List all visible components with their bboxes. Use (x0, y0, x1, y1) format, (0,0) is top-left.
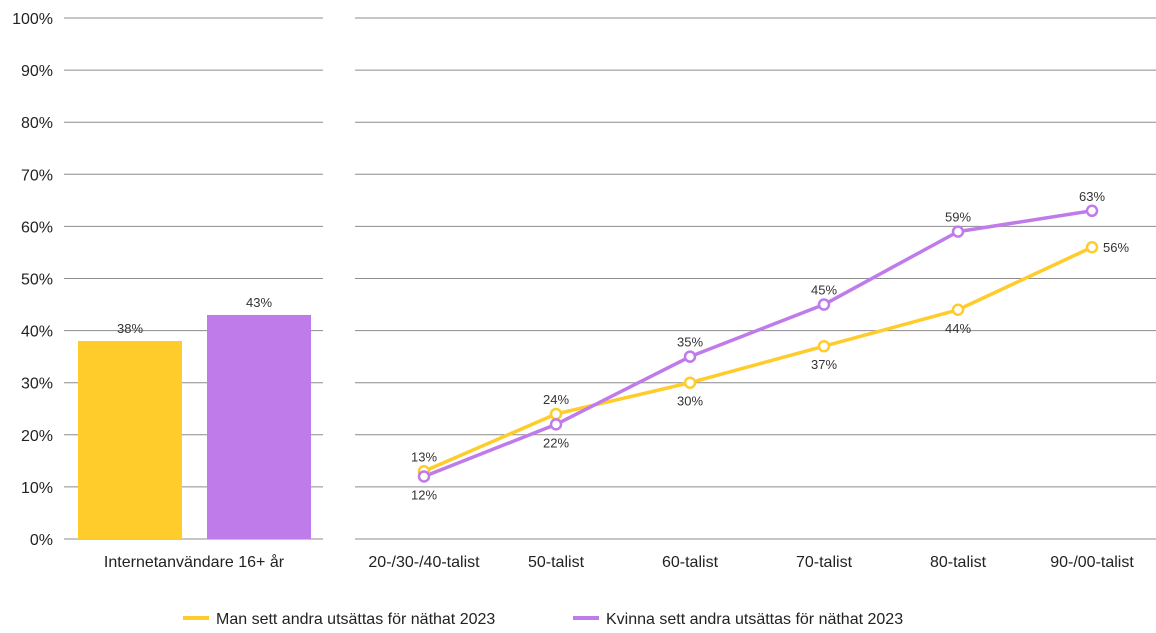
line-chart: 20-/30-/40-talist 50-talist 60-talist 70-ta… (368, 189, 1134, 571)
line-category-label: 60-talist (662, 554, 719, 571)
series-line-kvinna (423, 209, 1093, 479)
line-category-label: 90-/00-talist (1050, 554, 1134, 571)
data-point-kvinna (549, 418, 563, 431)
y-axis-ticks: 0% 10% 20% 30% 40% 50% 60% 70% 80% 90% 100% (12, 11, 53, 549)
line-category-label: 50-talist (528, 554, 585, 571)
data-point-man (817, 339, 831, 353)
y-tick-label: 70% (21, 167, 53, 184)
data-point-kvinna (683, 350, 697, 363)
data-point-man (951, 303, 965, 317)
data-point-kvinna (417, 470, 431, 483)
gridlines (64, 17, 1156, 540)
line-category-label: 70-talist (796, 554, 853, 571)
line-category-label: 20-/30-/40-talist (368, 554, 480, 571)
bar-data-label: 38% (117, 321, 143, 336)
data-point-man (683, 376, 697, 389)
data-point-man (1085, 240, 1099, 254)
y-tick-label: 0% (30, 532, 53, 549)
y-tick-label: 50% (21, 272, 53, 289)
line-data-label: 12% (411, 487, 437, 502)
y-tick-label: 30% (21, 376, 53, 393)
bar-chart: 38% 43% Internetanvändare 16+ år (78, 295, 311, 571)
line-data-label: 22% (543, 435, 569, 450)
line-category-label: 80-talist (930, 554, 987, 571)
line-data-label: 56% (1103, 240, 1129, 255)
line-data-label: 24% (543, 392, 569, 407)
y-tick-label: 60% (21, 219, 53, 236)
line-data-label: 59% (945, 210, 971, 225)
legend-label-man: Man sett andra utsättas för näthat 2023 (216, 611, 495, 628)
bar-man (78, 341, 182, 539)
bar-kvinna (207, 314, 311, 539)
y-tick-label: 90% (21, 63, 53, 80)
line-data-label: 45% (811, 283, 837, 298)
legend-label-kvinna: Kvinna sett andra utsättas för näthat 20… (606, 611, 903, 628)
line-data-label: 44% (945, 321, 971, 336)
legend: Man sett andra utsättas för näthat 2023 K… (183, 611, 903, 628)
series-line-man (423, 245, 1093, 473)
y-tick-label: 20% (21, 428, 53, 445)
line-data-label: 35% (677, 335, 703, 350)
line-data-label: 63% (1079, 189, 1105, 204)
bar-category-label: Internetanvändare 16+ år (104, 553, 285, 571)
bar-data-label: 43% (246, 295, 272, 310)
y-tick-label: 100% (12, 11, 53, 28)
data-point-kvinna (951, 225, 965, 238)
line-data-label: 13% (411, 449, 437, 464)
data-point-kvinna (817, 298, 831, 311)
y-tick-label: 40% (21, 324, 53, 341)
y-tick-label: 10% (21, 480, 53, 497)
data-point-kvinna (1085, 204, 1099, 218)
data-point-man (549, 407, 563, 421)
y-tick-label: 80% (21, 115, 53, 132)
line-data-label: 30% (677, 394, 703, 409)
line-data-label: 37% (811, 357, 837, 372)
